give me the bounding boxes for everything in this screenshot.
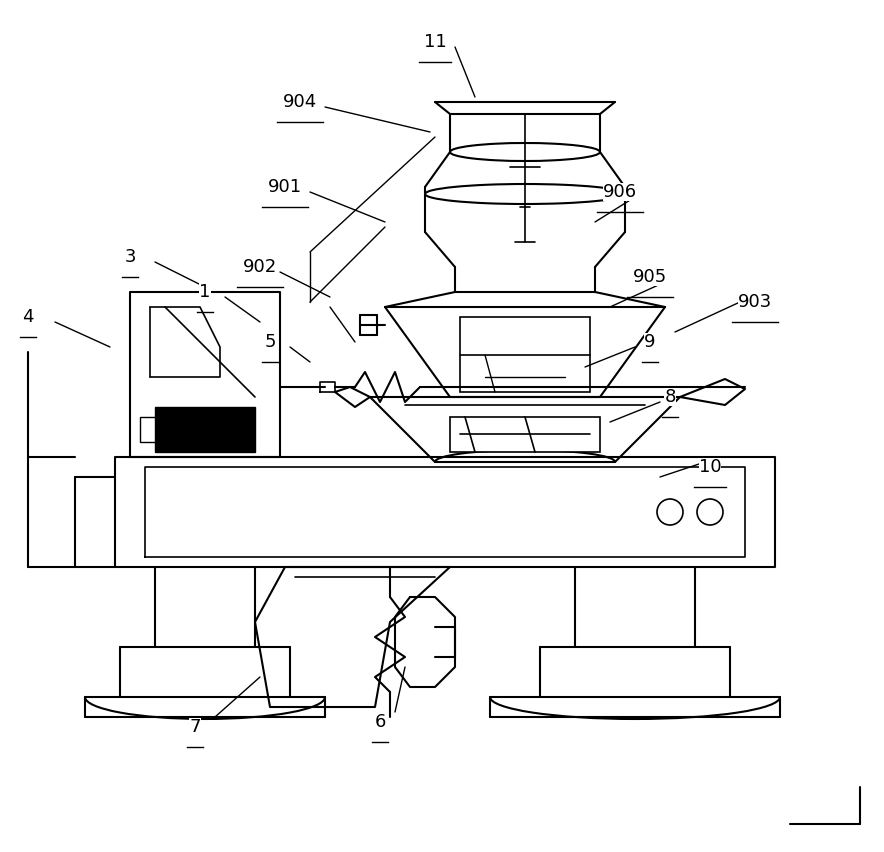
Text: 3: 3 [125, 248, 136, 266]
Text: 8: 8 [664, 388, 675, 406]
Text: 6: 6 [374, 713, 385, 731]
Text: 906: 906 [603, 183, 637, 201]
Text: 904: 904 [283, 93, 317, 111]
Text: 902: 902 [243, 258, 277, 276]
Text: 1: 1 [199, 283, 210, 301]
Text: 10: 10 [698, 458, 721, 476]
Text: 903: 903 [738, 293, 772, 311]
Text: 9: 9 [644, 333, 656, 351]
Bar [450, 417, 600, 452]
Text: 4: 4 [22, 308, 34, 326]
Text: 901: 901 [268, 178, 302, 196]
Text: 905: 905 [633, 268, 667, 286]
Bar [460, 317, 590, 392]
Polygon shape [155, 407, 255, 452]
Text: 11: 11 [423, 33, 446, 51]
Polygon shape [140, 417, 155, 442]
Text: 7: 7 [189, 718, 201, 736]
Text: 5: 5 [264, 333, 276, 351]
